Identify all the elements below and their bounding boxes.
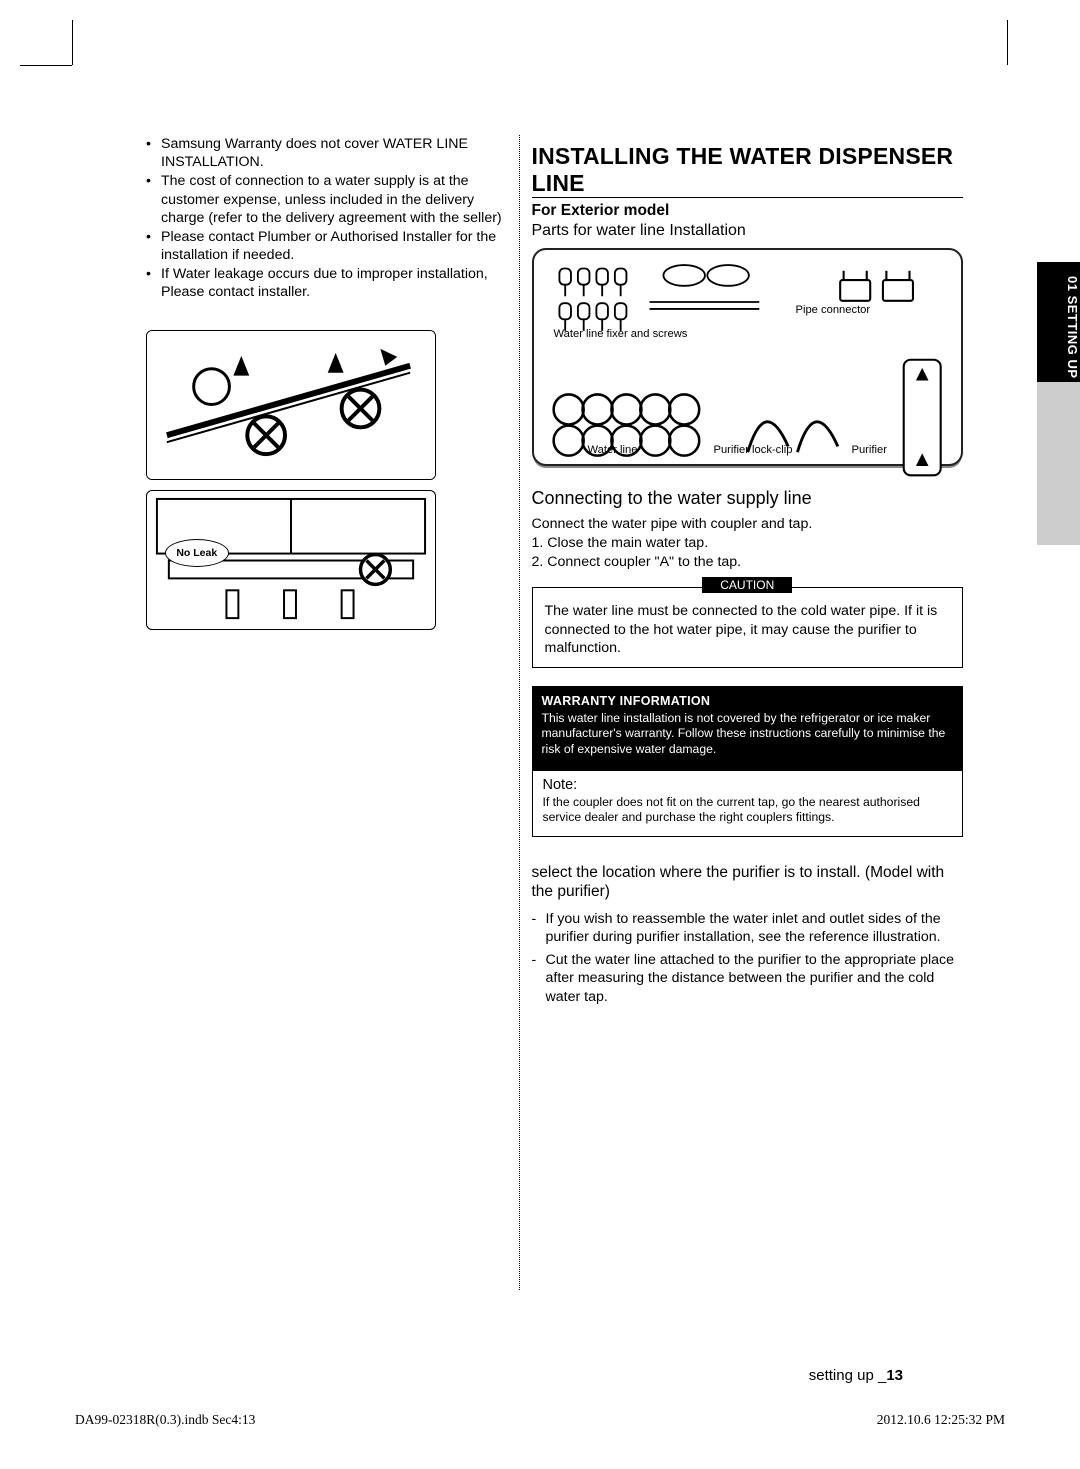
parts-diagram: Water line fixer and screws Pipe connect… bbox=[532, 248, 964, 466]
parts-label-connector: Pipe connector bbox=[796, 304, 871, 316]
bullet: Samsung Warranty does not cover WATER LI… bbox=[161, 135, 507, 171]
footer-indb: DA99-02318R(0.3).indb Sec4:13 bbox=[75, 1412, 255, 1428]
warranty-title: WARRANTY INFORMATION bbox=[542, 694, 954, 708]
select-bullets: If you wish to reassemble the water inle… bbox=[532, 910, 964, 1006]
bullet: The cost of connection to a water supply… bbox=[161, 172, 507, 227]
bullet: Please contact Plumber or Authorised Ins… bbox=[161, 228, 507, 264]
tube-install-illustration bbox=[147, 331, 435, 480]
side-tab: 01 SETTING UP bbox=[1037, 262, 1080, 545]
parts-label-fixer: Water line fixer and screws bbox=[554, 328, 688, 340]
left-column: Samsung Warranty does not cover WATER LI… bbox=[75, 135, 507, 1290]
left-figure: No Leak bbox=[146, 330, 436, 630]
footer-timestamp: 2012.10.6 12:25:32 PM bbox=[877, 1412, 1005, 1428]
caution-tag: CAUTION bbox=[702, 577, 792, 593]
warranty-box: WARRANTY INFORMATION This water line ins… bbox=[532, 686, 964, 771]
column-divider bbox=[519, 135, 520, 1290]
caution-body: The water line must be connected to the … bbox=[532, 587, 964, 668]
footer-section-label: setting up _ bbox=[809, 1367, 887, 1384]
parts-illustration bbox=[534, 250, 961, 502]
parts-label-waterline: Water line bbox=[588, 444, 638, 456]
warranty-bullets: Samsung Warranty does not cover WATER LI… bbox=[75, 135, 507, 302]
subheading-model: For Exterior model bbox=[532, 202, 964, 220]
crop-mark bbox=[72, 20, 100, 65]
footer-line: DA99-02318R(0.3).indb Sec4:13 2012.10.6 … bbox=[75, 1412, 1005, 1428]
side-tab-label: 01 SETTING UP bbox=[1037, 276, 1080, 379]
page: 01 SETTING UP Samsung Warranty does not … bbox=[0, 0, 1080, 1469]
warranty-body: This water line installation is not cove… bbox=[542, 711, 954, 757]
note-box: Note: If the coupler does not fit on the… bbox=[532, 771, 964, 837]
right-column: INSTALLING THE WATER DISPENSER LINE For … bbox=[532, 135, 1006, 1290]
connect-body: Connect the water pipe with coupler and … bbox=[532, 515, 964, 571]
note-title: Note: bbox=[543, 777, 953, 793]
footer-page-number: 13 bbox=[886, 1367, 903, 1384]
parts-label-purifier: Purifier bbox=[852, 444, 887, 456]
section-heading: INSTALLING THE WATER DISPENSER LINE bbox=[532, 135, 964, 198]
parts-label-lockclip: Purifier lock-clip bbox=[714, 444, 793, 456]
crop-mark bbox=[980, 20, 1008, 65]
footer-section: setting up _13 bbox=[809, 1367, 903, 1384]
bullet: If Water leakage occurs due to improper … bbox=[161, 265, 507, 301]
figure-fridge-bottom: No Leak bbox=[146, 490, 436, 630]
figure-tube-install bbox=[146, 330, 436, 480]
dash-bullet: If you wish to reassemble the water inle… bbox=[532, 910, 964, 947]
no-leak-badge: No Leak bbox=[165, 539, 229, 567]
note-body: If the coupler does not fit on the curre… bbox=[543, 795, 953, 826]
select-heading: select the location where the purifier i… bbox=[532, 863, 964, 902]
subheading-parts: Parts for water line Installation bbox=[532, 222, 964, 240]
caution-block: CAUTION The water line must be connected… bbox=[532, 587, 964, 668]
dash-bullet: Cut the water line attached to the purif… bbox=[532, 951, 964, 1006]
crop-mark bbox=[20, 65, 72, 66]
